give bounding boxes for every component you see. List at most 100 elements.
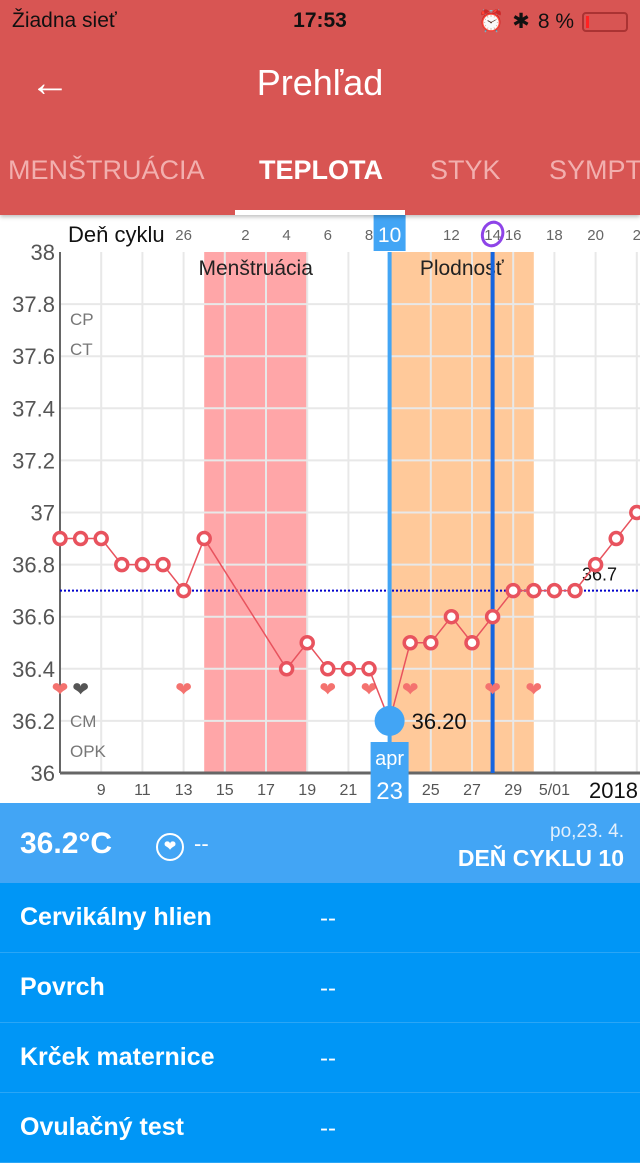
row-value: -- <box>320 1115 336 1142</box>
temperature-chart[interactable]: 38 37.8 37.6 37.4 37.2 37 36.8 36.6 36.4 36.2 36 De… <box>0 215 640 803</box>
x-tick-label: 9 <box>97 782 106 799</box>
temperature-point <box>134 556 151 573</box>
y-tick-label: 37.6 <box>12 344 55 369</box>
status-bar: Žiadna sieť 17:53 ⏰ ✱ 8 % <box>0 0 640 40</box>
x-tick-label: 15 <box>216 782 234 799</box>
selected-value-label: 36.20 <box>412 709 467 734</box>
row-label: Cervikálny hlien <box>20 903 212 931</box>
y-tick-label: 38 <box>31 240 55 265</box>
band-label: Plodnosť <box>420 257 505 280</box>
selected-date: po,23. 4. <box>550 821 624 842</box>
temperature-point <box>546 582 563 599</box>
tab-temperature[interactable]: TEPLOTA <box>259 155 383 185</box>
row-value: -- <box>320 905 336 932</box>
tab-menstruation[interactable]: MENŠTRUÁCIA <box>8 155 205 185</box>
x-tick-label: 19 <box>298 782 316 799</box>
heart-icon: ❤ <box>52 679 69 701</box>
selected-date-box <box>370 742 409 803</box>
battery-icon <box>582 11 628 32</box>
y-tick-label: 36.6 <box>12 605 55 630</box>
temperature-value: 36.2°C <box>20 827 113 860</box>
temperature-point <box>505 582 521 599</box>
heart-icon: ❤ <box>175 679 192 701</box>
cycle-day-label: 6 <box>324 227 332 244</box>
row-ovulation-test[interactable]: Ovulačný test -- <box>0 1093 640 1163</box>
bluetooth-icon: ✱ <box>512 10 530 33</box>
temperature-point <box>443 608 460 625</box>
heart-icon: ❤ <box>72 679 89 701</box>
back-arrow-icon[interactable]: ← <box>30 61 70 105</box>
y-tick-label: 36 <box>31 761 55 786</box>
selected-day: 23 <box>376 778 403 803</box>
x-tick-label: 29 <box>504 782 522 799</box>
temperature-point <box>299 635 315 651</box>
temperature-point <box>484 608 501 625</box>
row-label-ct: CT <box>70 340 93 359</box>
temperature-point <box>629 504 640 521</box>
cycle-day-label: 4 <box>282 227 290 244</box>
cycle-day-label: 2 <box>633 227 640 244</box>
temperature-point <box>340 661 357 677</box>
selected-month: apr <box>375 748 404 770</box>
cycle-day-label: 16 <box>505 227 522 244</box>
tab-bar: MENŠTRUÁCIA TEPLOTA STYK SYMPT <box>0 150 640 215</box>
temperature-point <box>278 661 295 677</box>
heart-icon: ❤ <box>525 679 542 701</box>
temperature-point <box>423 635 439 651</box>
y-tick-label: 36.8 <box>12 553 55 578</box>
selected-cycle-day-box <box>373 215 406 251</box>
selected-point <box>374 705 405 736</box>
cycle-day-label: 2 <box>241 227 249 244</box>
y-tick-label: 37.8 <box>12 292 55 317</box>
y-tick-label: 36.2 <box>12 709 55 734</box>
ovulation-marker-icon <box>480 220 505 248</box>
cycle-day-label: 14 <box>484 227 501 244</box>
row-surface[interactable]: Povrch -- <box>0 953 640 1023</box>
cycle-day: DEŇ CYKLU 10 <box>457 845 624 871</box>
y-tick-label: 36.4 <box>12 657 55 682</box>
temperature-point <box>587 556 604 573</box>
x-tick-label: 25 <box>422 782 440 799</box>
year-label: 2018 <box>589 778 638 803</box>
row-label-cm: CM <box>70 712 96 731</box>
y-tick-label: 37 <box>31 501 55 526</box>
band-label: Menštruácia <box>199 257 314 280</box>
top-axis-label: Deň cyklu <box>68 222 165 247</box>
row-value: -- <box>320 1045 336 1072</box>
cycle-day-label: 26 <box>175 227 192 244</box>
temperature-point <box>320 661 336 677</box>
x-tick-label: 11 <box>134 782 151 799</box>
temperature-point <box>361 661 377 677</box>
cycle-day-label: 18 <box>546 227 563 244</box>
temperature-point <box>608 530 624 547</box>
row-value: -- <box>320 975 336 1002</box>
battery-percent: 8 % <box>537 9 574 33</box>
alarm-icon: ⏰ <box>478 9 505 33</box>
tab-symptoms[interactable]: SYMPT <box>549 155 640 185</box>
temperature-point <box>402 635 418 651</box>
temperature-point <box>526 582 542 599</box>
cycle-day-label: 8 <box>365 227 373 244</box>
row-label: Ovulačný test <box>20 1113 184 1141</box>
temperature-point <box>93 530 109 547</box>
cycle-day-label: 20 <box>587 227 604 244</box>
row-cervical-mucus[interactable]: Cervikálny hlien -- <box>0 883 640 953</box>
heart-icon: ❤ <box>484 679 501 701</box>
heart-icon: ❤ <box>319 679 336 701</box>
x-tick-label: 21 <box>340 782 358 799</box>
y-tick-label: 37.2 <box>12 448 55 473</box>
row-label: Povrch <box>20 973 105 1001</box>
row-label-cp: CP <box>70 310 94 329</box>
x-tick-label: 13 <box>175 782 193 799</box>
app-header: Žiadna sieť 17:53 ⏰ ✱ 8 % ← Prehľad MENŠTR… <box>0 0 640 215</box>
heart-icon: ❤ <box>402 679 419 701</box>
heart-circle-icon: ❤ <box>156 833 184 861</box>
temperature-point <box>114 556 130 573</box>
tab-intercourse[interactable]: STYK <box>430 155 501 185</box>
clock: 17:53 <box>293 9 347 32</box>
heart-icon: ❤ <box>361 679 378 701</box>
row-cervix[interactable]: Krček maternice -- <box>0 1023 640 1093</box>
temperature-point <box>196 530 212 547</box>
row-label-opk: OPK <box>70 742 107 761</box>
temperature-point <box>72 530 89 547</box>
